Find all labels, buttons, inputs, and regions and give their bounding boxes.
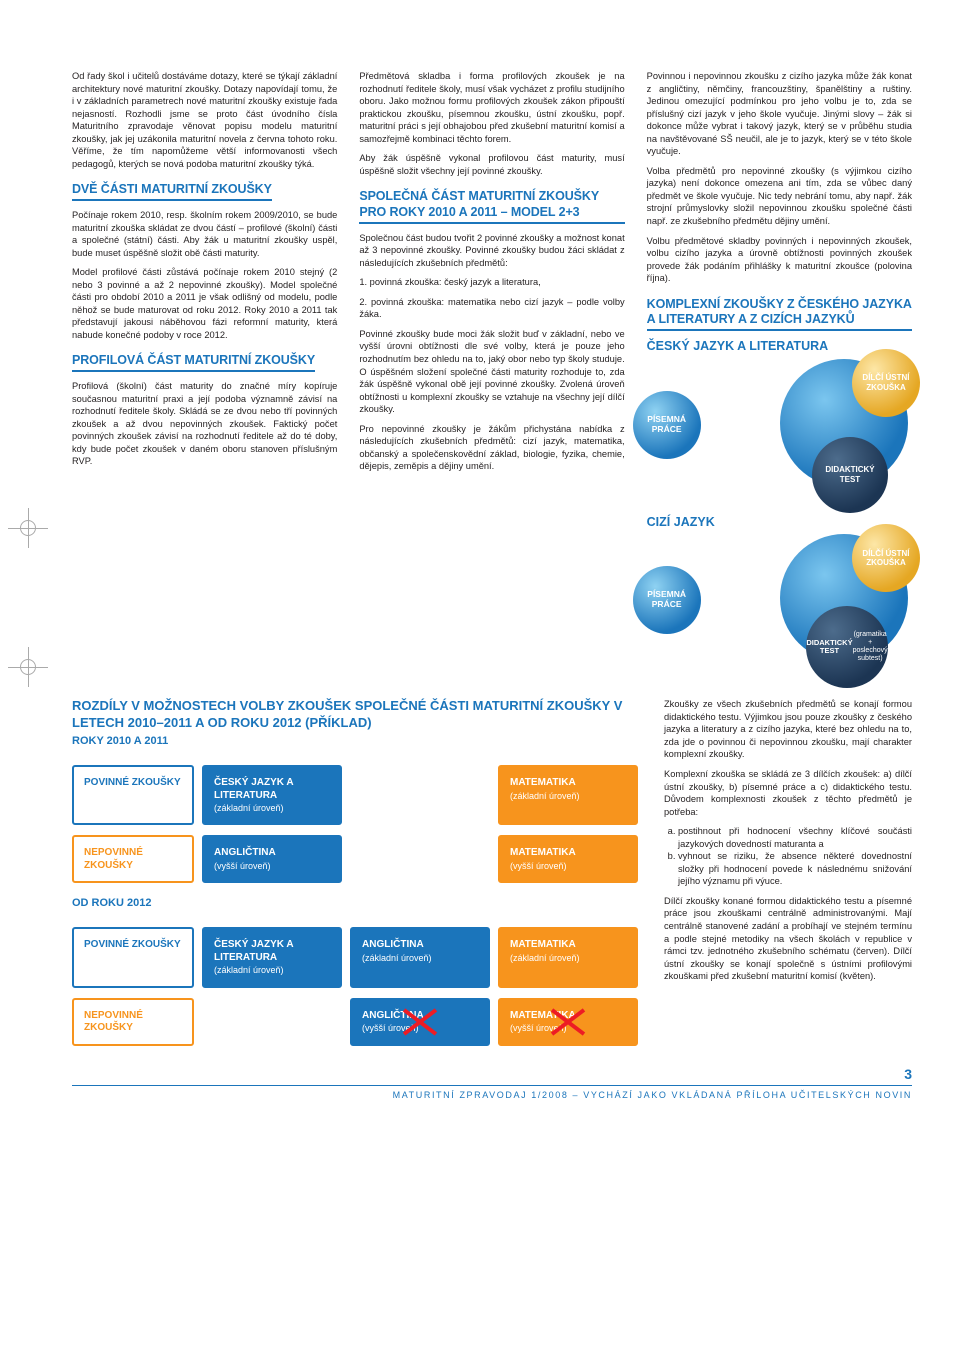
arc-ustni-1: DÍLČÍ ÚSTNÍ ZKOUŠKA: [852, 349, 920, 417]
column-3: Povinnou i nepovinnou zkoušku z cizího j…: [647, 70, 912, 694]
arc-didakticky-1: DIDAKTICKÝ TEST: [812, 437, 888, 513]
col1-p4: Profilová (školní) část maturity do znač…: [72, 380, 337, 468]
course-pill: ANGLIČTINA(vyšší úroveň): [350, 998, 490, 1046]
cross-icon: [500, 1000, 636, 1044]
course-pill: MATEMATIKA(základní úroveň): [498, 765, 638, 825]
col2-p4: Povinné zkoušky bude moci žák složit buď…: [359, 328, 624, 416]
col2-li1: 1. povinná zkouška: český jazyk a litera…: [359, 276, 624, 289]
arc-didakticky-2: DIDAKTICKÝ TEST(gramatika + poslechový s…: [806, 606, 888, 688]
col3-p1: Povinnou i nepovinnou zkoušku z cizího j…: [647, 70, 912, 158]
column-1: Od řady škol i učitelů dostáváme dotazy,…: [72, 70, 337, 694]
col3-p3: Volbu předmětové skladby povinných i nep…: [647, 235, 912, 285]
heading-spolecna: SPOLEČNÁ ČÁST MATURITNÍ ZKOUŠKY PRO ROKY…: [359, 189, 624, 223]
col3-p2: Volba předmětů pro nepovinné zkoušky (s …: [647, 165, 912, 228]
course-pill: MATEMATIKA(základní úroveň): [498, 927, 638, 987]
rl-p3: Dílčí zkoušky konané formou didaktického…: [664, 895, 912, 983]
col2-p2: Aby žák úspěšně vykonal profilovou část …: [359, 152, 624, 177]
course-pill: ANGLIČTINA(základní úroveň): [350, 927, 490, 987]
rozdily-section: ROZDÍLY V MOŽNOSTECH VOLBY ZKOUŠEK SPOLE…: [72, 698, 642, 1055]
circles-diagram-1: ČESKÝ JAZYK A LITERATURA DÍLČÍ ÚSTNÍ ZKO…: [647, 339, 912, 680]
col2-li2: 2. povinná zkouška: matematika nebo cizí…: [359, 296, 624, 321]
heading-komplexni: KOMPLEXNÍ ZKOUŠKY Z ČESKÉHO JAZYKA A LIT…: [647, 297, 912, 331]
rl-lib: vyhnout se riziku, že absence některé do…: [678, 850, 912, 888]
col1-p2: Počínaje rokem 2010, resp. školním rokem…: [72, 209, 337, 259]
heading-dve-casti: DVĚ ČÁSTI MATURITNÍ ZKOUŠKY: [72, 182, 337, 201]
arc-pisemna-2: PÍSEMNÁ PRÁCE: [633, 566, 701, 634]
course-pill: ČESKÝ JAZYK A LITERATURA(základní úroveň…: [202, 927, 342, 987]
column-2: Předmětová skladba i forma profilových z…: [359, 70, 624, 694]
cross-icon: [352, 1000, 488, 1044]
label-nepovinne: NEPOVINNÉ ZKOUŠKY: [72, 998, 194, 1046]
arc-ustni-2: DÍLČÍ ÚSTNÍ ZKOUŠKA: [852, 524, 920, 592]
course-pill: ANGLIČTINA(vyšší úroveň): [202, 835, 342, 883]
registration-mark-icon: [15, 654, 41, 680]
heading-rozdily: ROZDÍLY V MOŽNOSTECH VOLBY ZKOUŠEK SPOLE…: [72, 698, 642, 732]
course-pill: ČESKÝ JAZYK A LITERATURA(základní úroveň…: [202, 765, 342, 825]
col2-p1: Předmětová skladba i forma profilových z…: [359, 70, 624, 145]
label-nepovinne: NEPOVINNÉ ZKOUŠKY: [72, 835, 194, 883]
label-povinne: POVINNÉ ZKOUŠKY: [72, 927, 194, 987]
col2-p3a: Společnou část budou tvořit 2 povinné zk…: [359, 232, 624, 270]
rl-p1: Zkoušky ze všech zkušebních předmětů se …: [664, 698, 912, 761]
sub-2010: ROKY 2010 A 2011: [72, 735, 642, 747]
footer-text: MATURITNÍ ZPRAVODAJ 1/2008 – VYCHÁZÍ JAK…: [393, 1090, 912, 1100]
rl-lia: postihnout při hodnocení všechny klíčové…: [678, 825, 912, 850]
heading-profilova: PROFILOVÁ ČÁST MATURITNÍ ZKOUŠKY: [72, 353, 337, 372]
course-pill: MATEMATIKA(vyšší úroveň): [498, 998, 638, 1046]
page-number: 3: [904, 1066, 912, 1082]
col1-p3: Model profilové části zůstává počínaje r…: [72, 266, 337, 341]
registration-mark-icon: [15, 515, 41, 541]
arc-pisemna-1: PÍSEMNÁ PRÁCE: [633, 391, 701, 459]
col1-p1: Od řady škol i učitelů dostáváme dotazy,…: [72, 70, 337, 170]
sub-2012: OD ROKU 2012: [72, 897, 642, 909]
course-pill: MATEMATIKA(vyšší úroveň): [498, 835, 638, 883]
col2-p5: Pro nepovinné zkoušky je žákům přichystá…: [359, 423, 624, 473]
rl-p2: Komplexní zkouška se skládá ze 3 dílčích…: [664, 768, 912, 818]
footer: MATURITNÍ ZPRAVODAJ 1/2008 – VYCHÁZÍ JAK…: [72, 1085, 912, 1100]
right-lower-col: Zkoušky ze všech zkušebních předmětů se …: [664, 698, 912, 1055]
label-povinne: POVINNÉ ZKOUŠKY: [72, 765, 194, 825]
